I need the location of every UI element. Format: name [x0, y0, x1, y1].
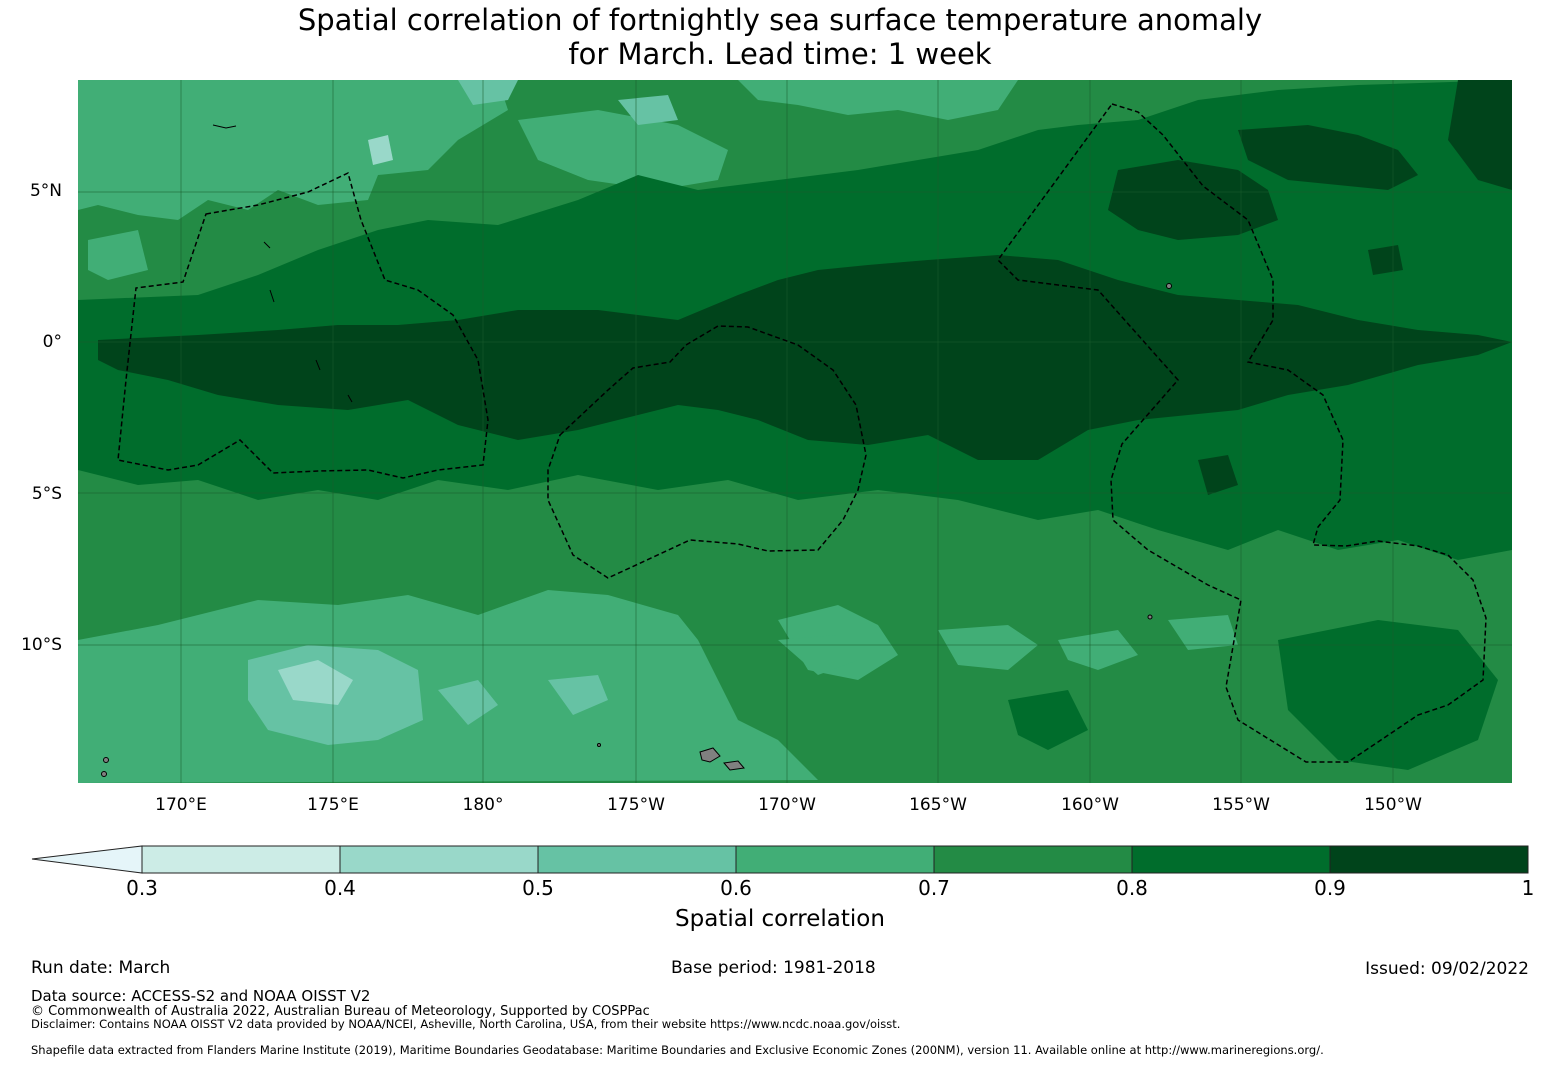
island-marker [1147, 614, 1153, 620]
colorbar-tick-07: 0.7 [918, 876, 950, 900]
eez-boundary-kiribati-line [997, 103, 1487, 763]
x-tick-150w: 150°W [1364, 795, 1422, 815]
run-date: Run date: March [31, 958, 171, 978]
eez-boundary-kiribati-gilbert [117, 171, 489, 479]
data-source: Data source: ACCESS-S2 and NOAA OISST V2 [31, 987, 371, 1005]
eez-boundaries [117, 103, 1487, 763]
colorbar-tick-06: 0.6 [720, 876, 752, 900]
colorbar-bin-03-04 [141, 845, 341, 874]
islands [101, 283, 1172, 777]
colorbar-bin-07-08 [933, 845, 1133, 874]
atoll [263, 241, 271, 249]
correlation-zone-09-10 [98, 80, 1512, 495]
colorbar-bin-06-07 [735, 845, 935, 874]
island-samoa-savaii [723, 760, 745, 771]
atoll [269, 289, 275, 303]
map-title-line2: for March. Lead time: 1 week [568, 37, 992, 71]
y-tick-10s: 10°S [21, 635, 62, 655]
disclaimer: Disclaimer: Contains NOAA OISST V2 data … [31, 1017, 901, 1031]
colorbar-tick-10: 1 [1521, 876, 1535, 900]
eez-boundary-tokelau [547, 325, 867, 579]
atoll [315, 359, 321, 371]
y-tick-5n: 5°N [29, 181, 62, 201]
colorbar-tick-04: 0.4 [324, 876, 356, 900]
y-tick-0: 0° [42, 332, 62, 352]
map-title-line1: Spatial correlation of fortnightly sea s… [297, 3, 1263, 37]
colorbar-tick-09: 0.9 [1314, 876, 1346, 900]
x-tick-155w: 155°W [1212, 795, 1270, 815]
copyright: © Commonwealth of Australia 2022, Austra… [31, 1004, 650, 1019]
colorbar-tick-03: 0.3 [126, 876, 158, 900]
correlation-map [78, 80, 1512, 783]
colorbar-tick-08: 0.8 [1116, 876, 1148, 900]
atoll [347, 394, 353, 403]
atolls [212, 124, 353, 403]
x-tick-170e: 170°E [155, 795, 207, 815]
island-marker [1166, 283, 1172, 289]
x-tick-175w: 175°W [607, 795, 665, 815]
correlation-zone-04-05 [278, 135, 393, 705]
colorbar-bin-09-10 [1329, 845, 1529, 874]
colorbar-extend-arrow [31, 845, 143, 874]
x-tick-170w: 170°W [758, 795, 816, 815]
colorbar-bin-08-09 [1131, 845, 1331, 874]
island-marker [103, 757, 109, 763]
map-gridlines [78, 80, 1512, 783]
atoll [212, 124, 237, 129]
shapefile-credit: Shapefile data extracted from Flanders M… [31, 1043, 1324, 1057]
x-tick-160w: 160°W [1061, 795, 1119, 815]
x-tick-165w: 165°W [909, 795, 967, 815]
base-period: Base period: 1981-2018 [671, 958, 876, 978]
y-tick-5s: 5°S [31, 484, 62, 504]
colorbar-bin-05-06 [537, 845, 737, 874]
colorbar-tick-05: 0.5 [522, 876, 554, 900]
x-tick-180: 180° [462, 795, 504, 815]
island-marker [101, 771, 107, 777]
colorbar-bin-04-05 [339, 845, 539, 874]
island-samoa-upolu [699, 747, 721, 763]
colorbar-title: Spatial correlation [675, 906, 885, 932]
correlation-zone-06-07 [78, 80, 1238, 783]
issued-date: Issued: 09/02/2022 [1365, 959, 1529, 979]
island-marker [597, 743, 601, 747]
x-tick-175e: 175°E [307, 795, 359, 815]
